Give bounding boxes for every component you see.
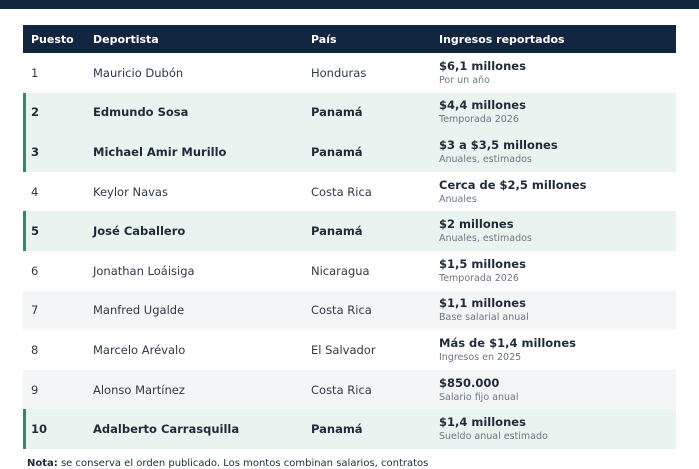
income-detail: Sueldo anual estimado xyxy=(439,431,548,443)
income-cell: Cerca de $2,5 millones Anuales xyxy=(439,172,676,212)
income-cell: $6,1 millones Por un año xyxy=(439,53,676,93)
table-row: 7 Manfred Ugalde Costa Rica $1,1 millone… xyxy=(23,290,676,331)
income-cell: $2 millones Anuales, estimados xyxy=(439,211,676,251)
table-body: 1 Mauricio Dubón Honduras $6,1 millones … xyxy=(23,53,676,449)
athlete-cell: Manfred Ugalde xyxy=(93,303,185,318)
income-amount: $1,5 millones xyxy=(439,256,526,271)
athlete-cell: Mauricio Dubón xyxy=(93,65,184,80)
income-amount: $1,4 millones xyxy=(439,415,526,430)
footnote-label: Nota: xyxy=(27,458,58,469)
rank-cell: 3 xyxy=(23,132,93,172)
income-amount: Más de $1,4 millones xyxy=(439,335,577,350)
income-detail: Anuales xyxy=(439,193,477,205)
rank-cell: 4 xyxy=(31,184,39,199)
athlete-cell: Michael Amir Murillo xyxy=(93,144,227,159)
header-row: Puesto Deportista País Ingresos reportad… xyxy=(23,25,676,53)
income-detail: Anuales, estimados xyxy=(439,233,532,245)
athlete-cell: José Caballero xyxy=(93,224,186,239)
athlete-cell: Marcelo Arévalo xyxy=(93,342,186,357)
income-detail: Salario fijo anual xyxy=(439,391,519,403)
column-header-rank: Puesto xyxy=(31,32,74,46)
country-cell: Costa Rica xyxy=(311,184,372,199)
table-row: 6 Jonathan Loáisiga Nicaragua $1,5 millo… xyxy=(23,250,676,291)
income-cell: Más de $1,4 millones Ingresos en 2025 xyxy=(439,330,676,370)
athlete-cell: Edmundo Sosa xyxy=(93,105,189,120)
athlete-cell: Jonathan Loáisiga xyxy=(93,263,195,278)
income-ranking-table: Puesto Deportista País Ingresos reportad… xyxy=(23,25,676,449)
rank-cell: 2 xyxy=(23,93,93,133)
country-cell: Panamá xyxy=(311,422,363,437)
rank-cell: 5 xyxy=(23,211,93,251)
income-amount: $3 a $3,5 millones xyxy=(439,137,558,152)
income-cell: $1,1 millones Base salarial anual xyxy=(439,291,676,331)
income-detail: Por un año xyxy=(439,74,490,86)
income-cell: $1,5 millones Temporada 2026 xyxy=(439,251,676,291)
rank-cell: 9 xyxy=(31,382,39,397)
table-header: Puesto Deportista País Ingresos reportad… xyxy=(23,25,676,53)
country-cell: Panamá xyxy=(311,224,363,239)
income-amount: $850.000 xyxy=(439,375,500,390)
country-cell: Panamá xyxy=(311,105,363,120)
rank-cell: 8 xyxy=(31,342,39,357)
country-cell: Costa Rica xyxy=(311,382,372,397)
table-row: 1 Mauricio Dubón Honduras $6,1 millones … xyxy=(23,53,676,93)
country-cell: Nicaragua xyxy=(311,263,370,278)
income-cell: $4,4 millones Temporada 2026 xyxy=(439,93,676,133)
country-cell: Honduras xyxy=(311,65,367,80)
column-header-income: Ingresos reportados xyxy=(439,32,565,46)
table-row-highlighted: 10 Adalberto Carrasquilla Panamá $1,4 mi… xyxy=(23,409,676,449)
income-amount: $1,1 millones xyxy=(439,296,526,311)
rank-cell: 7 xyxy=(31,303,39,318)
rank-cell: 6 xyxy=(31,263,39,278)
athlete-cell: Adalberto Carrasquilla xyxy=(93,422,240,437)
table-row-highlighted: 3 Michael Amir Murillo Panamá $3 a $3,5 … xyxy=(23,132,676,172)
country-cell: El Salvador xyxy=(311,342,376,357)
income-detail: Base salarial anual xyxy=(439,312,529,324)
country-cell: Costa Rica xyxy=(311,303,372,318)
income-detail: Temporada 2026 xyxy=(439,272,519,284)
income-detail: Anuales, estimados xyxy=(439,153,532,165)
income-amount: Cerca de $2,5 millones xyxy=(439,177,587,192)
top-banner-bar xyxy=(0,0,699,9)
athlete-cell: Alonso Martínez xyxy=(93,382,185,397)
footnote-text: se conserva el orden publicado. Los mont… xyxy=(60,458,429,469)
table-row-highlighted: 2 Edmundo Sosa Panamá $4,4 millones Temp… xyxy=(23,92,676,133)
income-detail: Temporada 2026 xyxy=(439,114,519,126)
income-detail: Ingresos en 2025 xyxy=(439,351,522,363)
rank-cell: 10 xyxy=(23,409,93,449)
table-row: 8 Marcelo Arévalo El Salvador Más de $1,… xyxy=(23,330,676,370)
income-cell: $3 a $3,5 millones Anuales, estimados xyxy=(439,132,676,172)
athlete-cell: Keylor Navas xyxy=(93,184,168,199)
income-cell: $1,4 millones Sueldo anual estimado xyxy=(439,409,676,449)
income-ranking-table-container: Puesto Deportista País Ingresos reportad… xyxy=(23,25,676,449)
table-row: 4 Keylor Navas Costa Rica Cerca de $2,5 … xyxy=(23,171,676,212)
income-amount: $2 millones xyxy=(439,217,514,232)
table-row: 9 Alonso Martínez Costa Rica $850.000 Sa… xyxy=(23,369,676,410)
footnote: Nota: se conserva el orden publicado. Lo… xyxy=(27,458,428,469)
table-row-highlighted: 5 José Caballero Panamá $2 millones Anua… xyxy=(23,211,676,251)
column-header-country: País xyxy=(311,32,337,46)
income-cell: $850.000 Salario fijo anual xyxy=(439,370,676,410)
rank-cell: 1 xyxy=(31,65,39,80)
country-cell: Panamá xyxy=(311,144,363,159)
income-amount: $6,1 millones xyxy=(439,58,526,73)
column-header-athlete: Deportista xyxy=(93,32,159,46)
income-amount: $4,4 millones xyxy=(439,98,526,113)
